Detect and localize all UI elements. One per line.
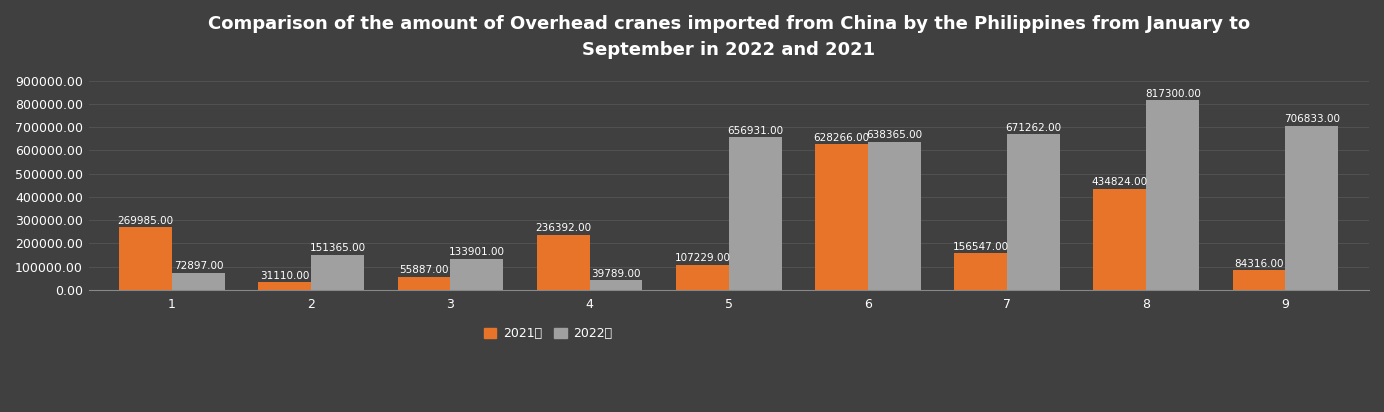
Bar bbox=[590, 281, 642, 290]
Bar bbox=[729, 137, 782, 290]
Bar bbox=[119, 227, 172, 290]
Bar bbox=[868, 142, 920, 290]
Text: 151365.00: 151365.00 bbox=[310, 243, 365, 253]
Text: 656931.00: 656931.00 bbox=[727, 126, 783, 136]
Bar bbox=[1008, 134, 1060, 290]
Bar bbox=[1233, 270, 1286, 290]
Text: 236392.00: 236392.00 bbox=[536, 223, 591, 234]
Bar bbox=[450, 259, 504, 290]
Title: Comparison of the amount of Overhead cranes imported from China by the Philippin: Comparison of the amount of Overhead cra… bbox=[208, 15, 1250, 59]
Text: 39789.00: 39789.00 bbox=[591, 269, 641, 279]
Text: 72897.00: 72897.00 bbox=[174, 261, 223, 272]
Text: 156547.00: 156547.00 bbox=[952, 242, 1009, 252]
Text: 671262.00: 671262.00 bbox=[1006, 122, 1062, 133]
Bar bbox=[815, 144, 868, 290]
Bar bbox=[1093, 189, 1146, 290]
Bar bbox=[172, 273, 226, 290]
Text: 269985.00: 269985.00 bbox=[118, 215, 173, 226]
Text: 434824.00: 434824.00 bbox=[1092, 178, 1147, 187]
Bar bbox=[311, 255, 364, 290]
Text: 84316.00: 84316.00 bbox=[1235, 259, 1284, 269]
Text: 133901.00: 133901.00 bbox=[448, 247, 505, 257]
Bar bbox=[954, 253, 1008, 290]
Bar bbox=[1146, 100, 1199, 290]
Text: 107229.00: 107229.00 bbox=[674, 253, 731, 263]
Bar bbox=[1286, 126, 1338, 290]
Bar bbox=[397, 277, 450, 290]
Legend: 2021年, 2022年: 2021年, 2022年 bbox=[479, 322, 617, 345]
Text: 55887.00: 55887.00 bbox=[399, 265, 448, 275]
Text: 628266.00: 628266.00 bbox=[814, 133, 869, 143]
Text: 638365.00: 638365.00 bbox=[866, 130, 923, 140]
Text: 706833.00: 706833.00 bbox=[1284, 114, 1340, 124]
Text: 31110.00: 31110.00 bbox=[260, 271, 310, 281]
Text: 817300.00: 817300.00 bbox=[1145, 89, 1201, 99]
Bar bbox=[259, 283, 311, 290]
Bar bbox=[537, 235, 590, 290]
Bar bbox=[675, 265, 729, 290]
